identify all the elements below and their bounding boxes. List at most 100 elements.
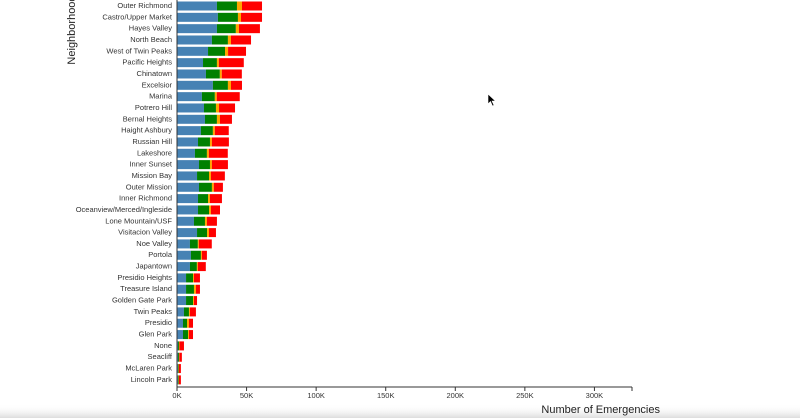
y-axis-title: Neighborhood [66,0,78,65]
bar-segment [218,58,244,68]
x-tick-label: 100K [307,391,325,400]
bar-segment [186,273,194,283]
bar-segment [235,24,239,34]
bar-segment [188,318,194,328]
y-tick-label: Inner Sunset [129,160,172,169]
bar-segment [209,160,212,170]
y-tick-label: Lone Mountain/USF [105,216,172,225]
x-tick-label: 300K [586,391,604,400]
x-axis-title: Number of Emergencies [541,404,660,416]
bar-segment [189,239,198,249]
bar-segment [177,205,199,215]
bar-segment [187,318,189,328]
bar-segment [206,216,217,226]
bar-segment [216,92,240,102]
bar-segment [177,80,213,90]
bar-segment [178,375,181,385]
bar-segment [230,80,242,90]
bar-segment [179,352,182,362]
y-tick-label: Outer Richmond [117,1,172,10]
bar-segment [177,307,184,317]
x-tick-label: 50K [240,391,253,400]
bar-segment [205,69,220,79]
bar-segment [178,341,180,351]
x-tick-label: 0K [172,391,181,400]
bar-segment [241,12,263,22]
bar-segment [204,216,207,226]
bar-segment [193,296,194,306]
bar-segment [212,80,228,90]
x-tick-label: 200K [447,391,465,400]
bar-segment [193,296,198,306]
bar-segment [190,250,201,260]
bar-segment [214,126,229,136]
bar-segment [198,137,210,147]
bar-segment [204,114,217,124]
bar-segment [183,307,189,317]
bar-segment [198,160,210,170]
bar-segment [197,171,210,181]
y-tick-label: Mission Bay [132,171,173,180]
bar-segment [177,160,199,170]
y-tick-label: Seacliff [148,352,173,361]
bar-segment [177,341,179,351]
bar-segment [177,103,204,113]
bar-segment [216,58,219,68]
bar-segment [179,341,184,351]
y-tick-label: West of Twin Peaks [106,46,172,55]
bar-segment [177,46,209,56]
bar-segment [177,262,190,272]
y-tick-label: Inner Richmond [119,194,172,203]
bar-segment [237,12,242,22]
y-tick-label: Pacific Heights [122,58,172,67]
bar-segment [219,103,236,113]
y-tick-label: Bernal Heights [123,114,172,123]
y-tick-label: Chinatown [137,69,172,78]
bar-segment [208,148,228,158]
bar-segment [207,228,210,238]
bar-segment [216,114,220,124]
bar-segment [177,250,191,260]
bar-segment [177,58,204,68]
bar-segment [177,148,195,158]
bar-segment [186,284,194,294]
bar-segment [215,103,220,113]
bar-segment [200,250,202,260]
y-tick-label: Portola [148,250,173,259]
bar-segment [189,307,196,317]
bar-segment [198,205,210,215]
bar-segment [177,92,202,102]
bar-segment [228,46,247,56]
bar-segment [177,182,199,192]
y-tick-label: Hayes Valley [129,24,172,33]
bar-segment [177,171,198,181]
bar-segment [197,228,208,238]
bar-segment [221,69,242,79]
bar-segment [177,24,217,34]
y-tick-label: Japantown [136,262,172,271]
bar-segment [230,35,252,45]
bar-segment [177,194,199,204]
y-tick-label: Outer Mission [126,182,172,191]
y-tick-label: McLaren Park [125,364,172,373]
bar-segment [177,375,179,385]
y-tick-label: None [154,341,172,350]
y-tick-label: Haight Ashbury [121,126,172,135]
bar-segment [177,330,183,340]
bar-segment [187,330,189,340]
bar-segment [177,352,179,362]
bar-segment [208,194,210,204]
bar-segment [198,182,212,192]
bar-segment [194,148,207,158]
y-tick-label: Presidio Heights [117,273,172,282]
bar-segment [212,126,215,136]
bar-segment [198,194,209,204]
bar-segment [211,182,214,192]
bar-segment [188,330,194,340]
bar-segment [203,103,216,113]
bottom-shadow [0,404,800,418]
bar-segment [211,160,228,170]
bar-segment [197,262,206,272]
bar-segment [209,205,211,215]
